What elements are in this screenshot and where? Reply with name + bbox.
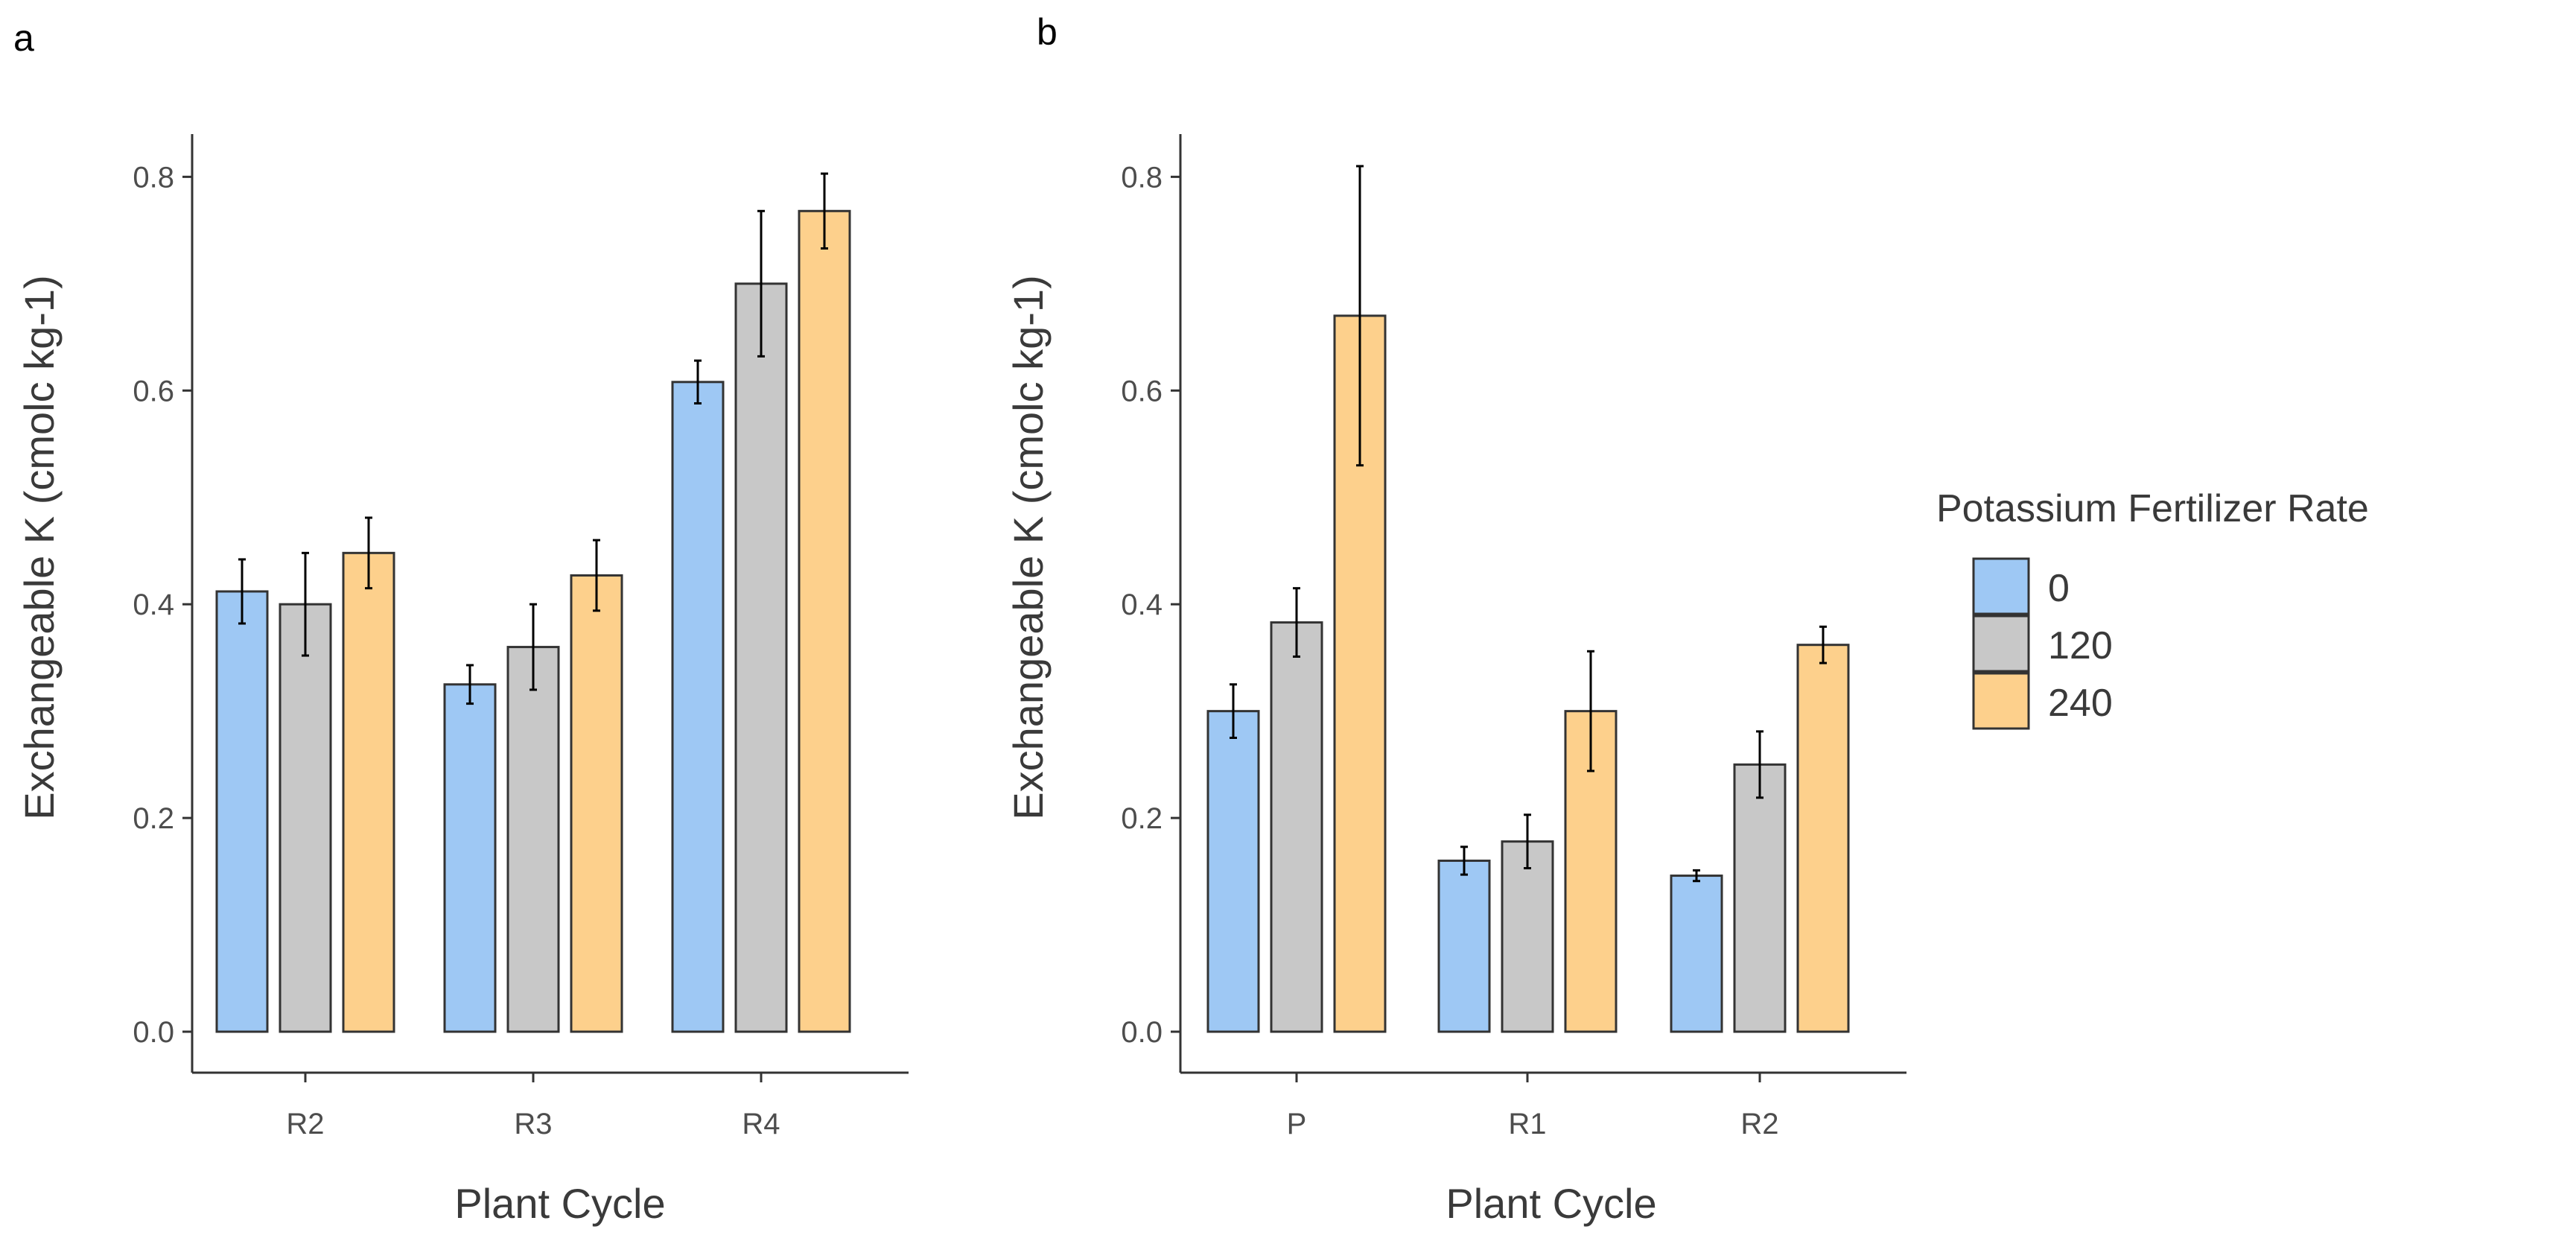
bar-a-R4-120: [734, 282, 788, 1033]
error-bar-a-R3-120: [529, 603, 537, 691]
bar-b-R2-120: [1733, 763, 1787, 1033]
error-bar-a-R3-0: [466, 664, 474, 705]
x-tick-label-b-P: P: [1287, 1108, 1307, 1140]
bar-a-R4-0: [671, 381, 725, 1033]
x-tick-label-a-R3: R3: [514, 1108, 552, 1140]
error-bar-b-R1-240: [1587, 650, 1594, 772]
error-bar-a-R4-120: [757, 209, 765, 358]
y-tick-label-a-0: 0.0: [133, 1016, 174, 1049]
panel-a-label: a: [13, 17, 34, 59]
bar-a-R2-120: [279, 603, 332, 1033]
bar-b-R1-0: [1437, 859, 1491, 1033]
x-tick-label-a-R4: R4: [742, 1108, 780, 1140]
x-tick-label-b-R2: R2: [1740, 1108, 1778, 1140]
bar-a-R3-240: [570, 574, 623, 1033]
bar-a-R2-240: [342, 551, 395, 1033]
panel-b-error-bars: [1230, 165, 1827, 883]
panel-b-x-axis-title: Plant Cycle: [1446, 1180, 1656, 1227]
legend-swatch-0: [1972, 557, 2030, 615]
error-bar-a-R4-0: [694, 359, 702, 404]
bar-a-R4-240: [798, 209, 851, 1033]
error-bar-a-R2-120: [302, 551, 309, 657]
panel-b-chart: 0.0 0.2 0.4 0.6 0.8 P R1 R2 Plant Cycle Exchan…: [1005, 134, 1906, 1227]
bar-b-R2-0: [1670, 875, 1723, 1033]
panel-a-y-axis-title: Exchangeable K (cmolc kg-1): [16, 275, 63, 819]
error-bar-a-R2-240: [365, 516, 372, 590]
legend-swatch-240: [1972, 672, 2030, 730]
legend-label-240: 240: [2048, 682, 2113, 725]
legend-title: Potassium Fertilizer Rate: [1936, 487, 2369, 530]
panel-b-y-axis-title: Exchangeable K (cmolc kg-1): [1005, 275, 1052, 819]
legend-swatch-120: [1972, 615, 2030, 673]
error-bar-a-R4-240: [821, 172, 828, 250]
y-tick-label-b-2: 0.4: [1121, 588, 1163, 621]
error-bar-a-R3-240: [593, 539, 600, 612]
error-bar-b-R1-0: [1460, 845, 1468, 876]
error-bar-b-P-120: [1293, 587, 1300, 658]
error-bar-a-R2-0: [238, 558, 246, 625]
y-tick-label-b-1: 0.2: [1121, 802, 1163, 835]
panel-a-y-ticks: 0.0 0.2 0.4 0.6 0.8: [133, 161, 192, 1049]
y-tick-label-b-3: 0.6: [1121, 375, 1163, 407]
error-bar-b-R2-120: [1756, 730, 1764, 799]
bar-a-R2-0: [215, 590, 269, 1033]
error-bar-b-R2-0: [1693, 869, 1700, 883]
y-tick-label-a-3: 0.6: [133, 375, 174, 407]
bar-b-P-0: [1206, 710, 1260, 1033]
error-bar-b-R2-240: [1819, 625, 1827, 664]
panel-a-x-axis-title: Plant Cycle: [454, 1180, 665, 1227]
y-tick-label-a-1: 0.2: [133, 802, 174, 835]
error-bar-b-P-240: [1356, 165, 1364, 467]
panel-a-chart: 0.0 0.2 0.4 0.6 0.8 R2 R3 R4 Plant Cycle Excha…: [16, 134, 909, 1227]
panel-b-x-ticks: P R1 R2: [1287, 1073, 1779, 1140]
panel-a-error-bars: [238, 172, 828, 705]
error-bar-b-P-0: [1230, 683, 1237, 740]
bar-a-R3-120: [506, 646, 560, 1033]
error-bar-b-R1-120: [1524, 813, 1531, 870]
bar-b-R1-120: [1501, 840, 1554, 1033]
bar-b-R2-240: [1796, 644, 1850, 1033]
y-tick-label-a-4: 0.8: [133, 161, 174, 194]
panel-b-label: b: [1037, 11, 1058, 53]
bar-b-P-120: [1270, 621, 1323, 1033]
x-tick-label-b-R1: R1: [1508, 1108, 1546, 1140]
legend-label-0: 0: [2048, 567, 2070, 610]
y-tick-label-b-0: 0.0: [1121, 1016, 1163, 1049]
y-tick-label-a-2: 0.4: [133, 588, 174, 621]
y-tick-label-b-4: 0.8: [1121, 161, 1163, 194]
legend: Potassium Fertilizer Rate 0 120 240: [1936, 487, 2369, 730]
bar-a-R3-0: [443, 683, 497, 1033]
panel-a-x-ticks: R2 R3 R4: [286, 1073, 780, 1140]
panel-b-y-ticks: 0.0 0.2 0.4 0.6 0.8: [1121, 161, 1180, 1049]
x-tick-label-a-R2: R2: [286, 1108, 324, 1140]
legend-label-120: 120: [2048, 624, 2113, 667]
panel-b-bars: [1206, 314, 1850, 1033]
